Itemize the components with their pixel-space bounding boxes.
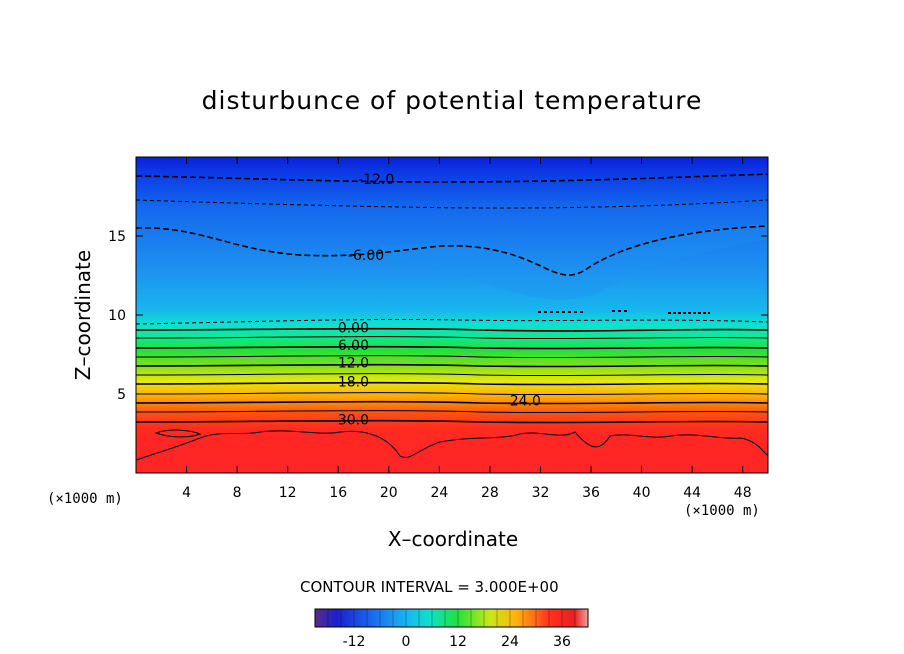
colorbar-segments bbox=[314, 609, 589, 627]
contour-label: 6.00 bbox=[338, 338, 369, 354]
contour-line-21 bbox=[136, 392, 768, 396]
x-tick-label: 20 bbox=[380, 485, 398, 501]
contour-line-m6 bbox=[136, 225, 768, 276]
contour-line-blob bbox=[154, 429, 202, 438]
colorbar-tick-label: 0 bbox=[402, 634, 411, 650]
x-axis: 4 8 12 16 20 24 28 32 36 40 44 48 bbox=[182, 157, 752, 501]
contour-line-9 bbox=[136, 355, 768, 359]
contour-label: -6.00 bbox=[348, 248, 384, 264]
contour-shading-trough bbox=[380, 224, 768, 300]
x-tick-label: 12 bbox=[279, 485, 297, 501]
colorbar-tick-label: 24 bbox=[501, 634, 519, 650]
colorbar-tick-label: -12 bbox=[343, 634, 366, 650]
contour-line-3 bbox=[136, 336, 768, 340]
contour-label: 18.0 bbox=[338, 374, 369, 390]
contour-shading-bottom bbox=[136, 430, 768, 473]
x-tick-label: 16 bbox=[329, 485, 347, 501]
x-unit-label: (×1000 m) bbox=[684, 503, 760, 519]
contour-line-6 bbox=[136, 345, 768, 350]
x-tick-label: 44 bbox=[683, 485, 701, 501]
contour-interval-label: CONTOUR INTERVAL = 3.000E+00 bbox=[300, 578, 559, 596]
x-tick-label: 8 bbox=[233, 485, 242, 501]
contour-line-m12 bbox=[136, 173, 768, 183]
y-tick-label: 15 bbox=[108, 229, 126, 245]
chart-title: disturbunce of potential temperature bbox=[201, 86, 703, 115]
contour-label: 24.0 bbox=[510, 393, 541, 409]
contour-fill bbox=[136, 157, 768, 473]
contour-line-33 bbox=[136, 430, 768, 461]
x-tick-label: 48 bbox=[734, 485, 752, 501]
y-unit-label: (×1000 m) bbox=[47, 491, 123, 507]
contour-line-27 bbox=[136, 410, 768, 414]
contour-line-30 bbox=[136, 419, 768, 424]
y-axis-label: Z–coordinate bbox=[71, 249, 95, 381]
x-tick-label: 36 bbox=[582, 485, 600, 501]
colorbar-tick-label: 12 bbox=[449, 634, 467, 650]
contour-line-24 bbox=[136, 400, 768, 405]
y-tick-label: 5 bbox=[117, 387, 126, 403]
contour-line-m9 bbox=[136, 199, 768, 209]
x-tick-label: 24 bbox=[430, 485, 448, 501]
y-axis: 5 10 15 bbox=[108, 229, 768, 403]
colorbar bbox=[314, 608, 589, 628]
contour-line-12 bbox=[136, 363, 768, 368]
colorbar-tick-label: 36 bbox=[553, 634, 571, 650]
colorbar-ticks: -12 0 12 24 36 bbox=[343, 634, 571, 650]
x-tick-label: 28 bbox=[481, 485, 499, 501]
x-tick-label: 40 bbox=[633, 485, 651, 501]
contour-line-15 bbox=[136, 373, 768, 377]
contour-label: 30.0 bbox=[338, 412, 369, 428]
contour-line-18 bbox=[136, 381, 768, 386]
x-tick-label: 32 bbox=[532, 485, 550, 501]
y-tick-label: 10 bbox=[108, 308, 126, 324]
x-tick-label: 4 bbox=[182, 485, 191, 501]
x-axis-label: X–coordinate bbox=[387, 527, 519, 551]
contour-line-0 bbox=[136, 327, 768, 332]
contour-label: 0.00 bbox=[338, 321, 369, 337]
contour-line-m3 bbox=[136, 318, 768, 325]
contour-label: 12.0 bbox=[338, 355, 369, 371]
contour-label: -12.0 bbox=[358, 172, 394, 188]
